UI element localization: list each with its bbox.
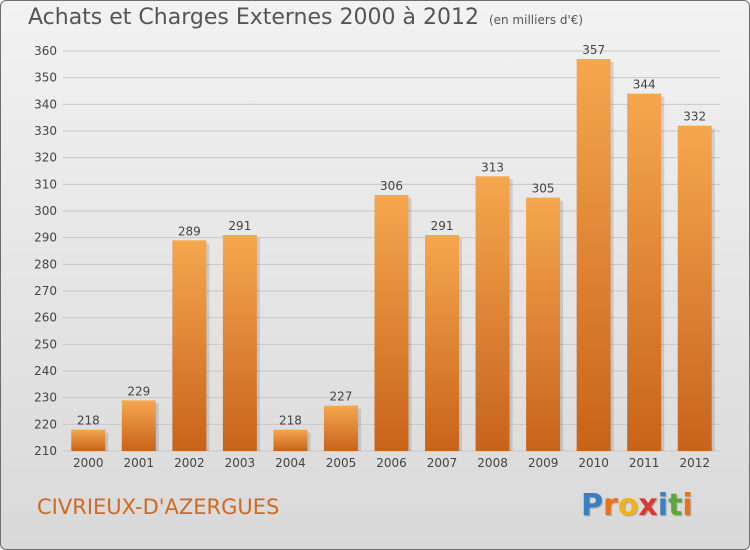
bar-2006	[374, 195, 409, 451]
data-label: 291	[431, 219, 454, 233]
y-tick-label: 350	[34, 71, 57, 85]
y-tick-label: 240	[34, 364, 57, 378]
x-tick-label: 2008	[477, 456, 508, 470]
chart-title: Achats et Charges Externes 2000 à 2012 (e…	[28, 5, 583, 30]
logo-letter: i	[682, 488, 693, 523]
y-tick-label: 210	[34, 444, 57, 458]
logo-letter: i	[657, 488, 669, 523]
y-axis-ticks: 210 220 230 240 250 260 270 280 290 300 310 320 330 3…	[34, 44, 57, 458]
y-tick-label: 220	[34, 417, 57, 431]
proxiti-logo[interactable]: Proxiti	[581, 488, 693, 523]
y-tick-label: 320	[34, 151, 57, 165]
x-tick-label: 2012	[679, 456, 710, 470]
x-tick-label: 2004	[275, 456, 306, 470]
x-tick-label: 2009	[528, 456, 559, 470]
y-tick-label: 250	[34, 337, 57, 351]
logo-letter: o	[617, 488, 639, 523]
data-label: 305	[532, 182, 555, 196]
data-label: 357	[582, 43, 605, 57]
y-tick-label: 260	[34, 311, 57, 325]
data-label: 332	[683, 110, 706, 124]
data-label: 218	[77, 414, 100, 428]
logo-letter: t	[668, 488, 683, 523]
title-text: Achats et Charges Externes 2000 à 2012	[28, 5, 479, 30]
y-tick-label: 290	[34, 231, 57, 245]
x-tick-label: 2011	[629, 456, 660, 470]
data-label: 289	[178, 224, 201, 238]
y-tick-label: 360	[34, 44, 57, 58]
data-label: 291	[228, 219, 251, 233]
x-tick-label: 2002	[174, 456, 205, 470]
bar-2005	[323, 405, 358, 451]
bar-2008	[475, 176, 510, 452]
bar-2009	[526, 197, 561, 451]
y-tick-label: 340	[34, 97, 57, 111]
title-unit: (en milliers d'€)	[488, 13, 584, 27]
bar-2007	[425, 235, 460, 451]
bar-2000	[71, 429, 106, 451]
logo-letter: x	[638, 488, 658, 523]
y-tick-label: 310	[34, 177, 57, 191]
x-axis-ticks: 2000 2001 2002 2003 2004 2005 2006 2007 2008 2009…	[73, 456, 710, 470]
x-tick-label: 2007	[427, 456, 458, 470]
y-tick-label: 280	[34, 257, 57, 271]
y-tick-label: 270	[34, 284, 57, 298]
location-label: CIVRIEUX-D'AZERGUES	[37, 495, 280, 519]
data-label: 313	[481, 160, 504, 174]
bars	[71, 59, 715, 452]
x-tick-label: 2001	[124, 456, 155, 470]
data-labels: 218 229 289 291 218 227 306 291 313 305 357 344 332	[77, 43, 706, 428]
bar-2011	[627, 93, 662, 452]
y-tick-label: 300	[34, 204, 57, 218]
logo-letter: P	[581, 488, 603, 523]
bar-2004	[273, 429, 308, 451]
bar-2010	[576, 59, 611, 451]
bar-2012	[677, 125, 712, 452]
y-tick-label: 330	[34, 124, 57, 138]
data-label: 344	[633, 78, 656, 92]
x-tick-label: 2003	[225, 456, 256, 470]
y-tick-label: 230	[34, 391, 57, 405]
x-tick-label: 2005	[326, 456, 357, 470]
data-label: 306	[380, 179, 403, 193]
data-label: 218	[279, 414, 302, 428]
data-label: 227	[330, 390, 353, 404]
x-tick-label: 2000	[73, 456, 104, 470]
x-tick-label: 2010	[578, 456, 609, 470]
bar-2001	[121, 400, 156, 451]
bar-2002	[172, 240, 207, 451]
data-label: 229	[127, 384, 150, 398]
x-tick-label: 2006	[376, 456, 407, 470]
bar-2003	[222, 235, 257, 451]
logo-letter: r	[603, 488, 618, 523]
